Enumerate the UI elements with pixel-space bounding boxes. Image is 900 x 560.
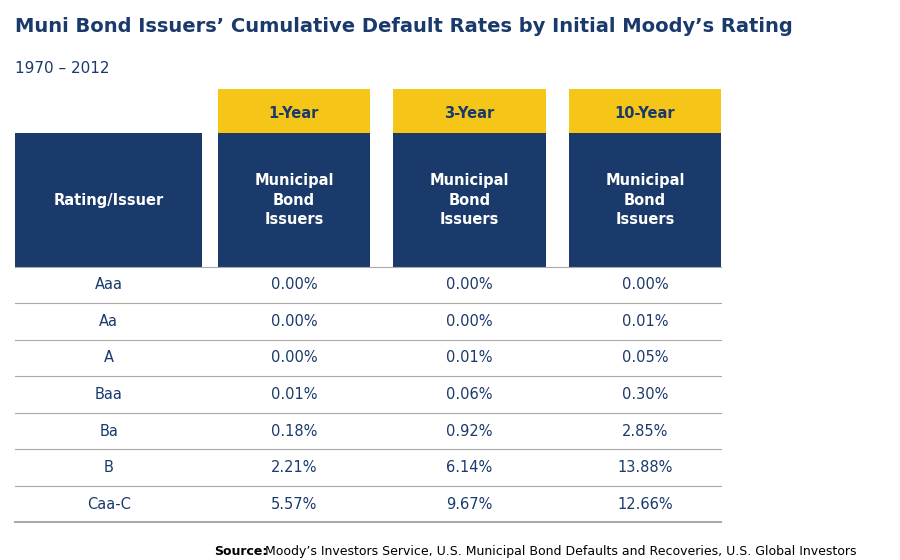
Text: 0.30%: 0.30%	[622, 387, 669, 402]
Text: 2.21%: 2.21%	[271, 460, 317, 475]
Text: 0.05%: 0.05%	[622, 351, 669, 366]
Text: Rating/Issuer: Rating/Issuer	[54, 193, 164, 208]
Text: 0.92%: 0.92%	[446, 423, 493, 438]
Text: 0.06%: 0.06%	[446, 387, 493, 402]
Text: 0.00%: 0.00%	[271, 277, 317, 292]
Text: 0.01%: 0.01%	[622, 314, 669, 329]
Text: 6.14%: 6.14%	[446, 460, 492, 475]
Text: Source:: Source:	[214, 544, 267, 558]
Text: 0.00%: 0.00%	[271, 314, 317, 329]
Text: Aaa: Aaa	[94, 277, 122, 292]
Text: Municipal
Bond
Issuers: Municipal Bond Issuers	[254, 172, 334, 227]
Text: Municipal
Bond
Issuers: Municipal Bond Issuers	[430, 172, 509, 227]
Text: Moody’s Investors Service, U.S. Municipal Bond Defaults and Recoveries, U.S. Glo: Moody’s Investors Service, U.S. Municipa…	[261, 544, 857, 558]
Text: Muni Bond Issuers’ Cumulative Default Rates by Initial Moody’s Rating: Muni Bond Issuers’ Cumulative Default Ra…	[15, 17, 793, 36]
Text: Ba: Ba	[99, 423, 118, 438]
Text: Caa-C: Caa-C	[87, 497, 130, 511]
Text: Aa: Aa	[99, 314, 118, 329]
FancyBboxPatch shape	[393, 133, 546, 267]
FancyBboxPatch shape	[218, 133, 370, 267]
Text: 0.18%: 0.18%	[271, 423, 317, 438]
Text: 1-Year: 1-Year	[269, 106, 319, 122]
Text: Baa: Baa	[94, 387, 122, 402]
Text: 9.67%: 9.67%	[446, 497, 492, 511]
Text: 3-Year: 3-Year	[445, 106, 495, 122]
Text: 0.00%: 0.00%	[271, 351, 317, 366]
Text: B: B	[104, 460, 113, 475]
FancyBboxPatch shape	[393, 89, 546, 139]
FancyBboxPatch shape	[569, 133, 722, 267]
Text: 1970 – 2012: 1970 – 2012	[15, 61, 110, 76]
Text: A: A	[104, 351, 113, 366]
FancyBboxPatch shape	[569, 89, 722, 139]
Text: 2.85%: 2.85%	[622, 423, 669, 438]
Text: 10-Year: 10-Year	[615, 106, 675, 122]
FancyBboxPatch shape	[15, 133, 203, 267]
Text: 12.66%: 12.66%	[617, 497, 673, 511]
Text: 0.00%: 0.00%	[446, 314, 493, 329]
Text: 0.01%: 0.01%	[271, 387, 317, 402]
Text: 0.01%: 0.01%	[446, 351, 493, 366]
FancyBboxPatch shape	[218, 89, 370, 139]
Text: 5.57%: 5.57%	[271, 497, 317, 511]
Text: 0.00%: 0.00%	[446, 277, 493, 292]
Text: 0.00%: 0.00%	[622, 277, 669, 292]
Text: 13.88%: 13.88%	[617, 460, 673, 475]
Text: Municipal
Bond
Issuers: Municipal Bond Issuers	[606, 172, 685, 227]
